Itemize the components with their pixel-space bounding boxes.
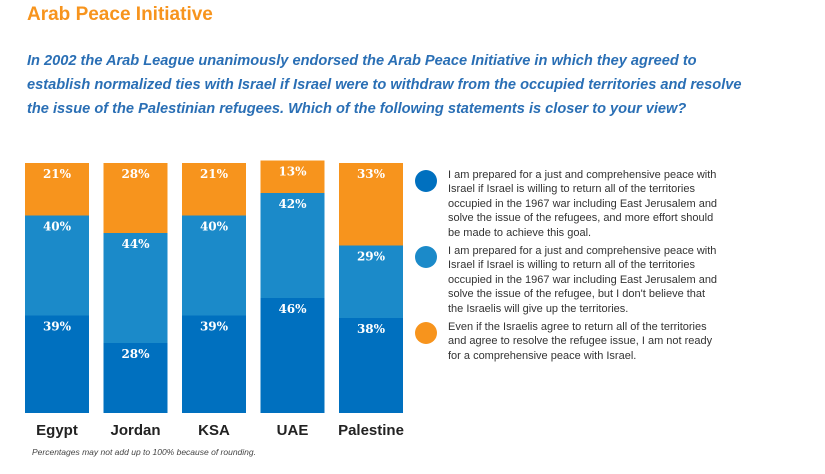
bar-segment-palestine-series-2 [339,245,403,318]
legend-item: I am prepared for a just and comprehensi… [412,168,722,240]
category-label: Palestine [338,422,404,439]
bar-segment-ksa-series-1 [182,315,246,413]
bar-segment-jordan-series-1 [103,343,168,413]
bar-segment-ksa-series-3 [182,163,246,216]
bar-segment-palestine-series-3 [339,163,403,246]
legend-swatch-dark-blue [415,170,437,192]
bar-segment-uae-series-1 [260,298,325,413]
legend-item: I am prepared for a just and comprehensi… [412,244,722,316]
bar-segment-jordan-series-3 [103,163,168,233]
data-label: 13% [278,165,307,179]
survey-question: In 2002 the Arab League unanimously endo… [27,53,742,117]
category-label: UAE [277,422,309,439]
page-title: Arab Peace Initiative [27,4,213,25]
bar-segment-uae-series-3 [260,160,325,193]
data-label: 21% [43,167,72,181]
bar-segment-uae-series-2 [260,193,325,298]
legend-text: I am prepared for a just and comprehensi… [448,245,718,315]
data-label: 44% [121,237,150,251]
bar-segment-egypt-series-2 [25,215,89,316]
data-label: 33% [357,167,386,181]
legend-swatch-light-blue [415,246,437,269]
category-label: Jordan [110,422,160,439]
chart-legend: I am prepared for a just and comprehensi… [412,168,722,367]
legend-text: I am prepared for a just and comprehensi… [448,169,718,239]
data-label: 21% [200,167,229,181]
legend-text: Even if the Israelis agree to return all… [448,321,713,362]
category-label: KSA [198,422,230,439]
legend-swatch-orange [415,322,437,345]
bar-segment-egypt-series-3 [25,163,89,216]
bar-segment-jordan-series-2 [103,233,168,343]
data-label: 28% [121,167,150,181]
stacked-bar-chart: 39% 40% 21% Egypt 28% 44% 28% Jordan 39% 40% 21% KS… [25,160,404,439]
data-label: 39% [200,320,229,334]
data-label: 28% [121,347,150,361]
data-label: 46% [278,302,307,316]
data-label: 40% [200,220,229,234]
data-label: 40% [43,220,72,234]
data-label: 38% [357,322,386,336]
bar-segment-egypt-series-1 [25,315,89,413]
bar-segment-ksa-series-2 [182,215,246,316]
footnote: Percentages may not add up to 100% becau… [32,447,256,457]
legend-item: Even if the Israelis agree to return all… [412,320,722,363]
data-label: 39% [43,320,72,334]
data-label: 42% [278,197,307,211]
bar-segment-palestine-series-1 [339,318,403,413]
data-label: 29% [357,250,386,264]
category-label: Egypt [36,422,78,439]
